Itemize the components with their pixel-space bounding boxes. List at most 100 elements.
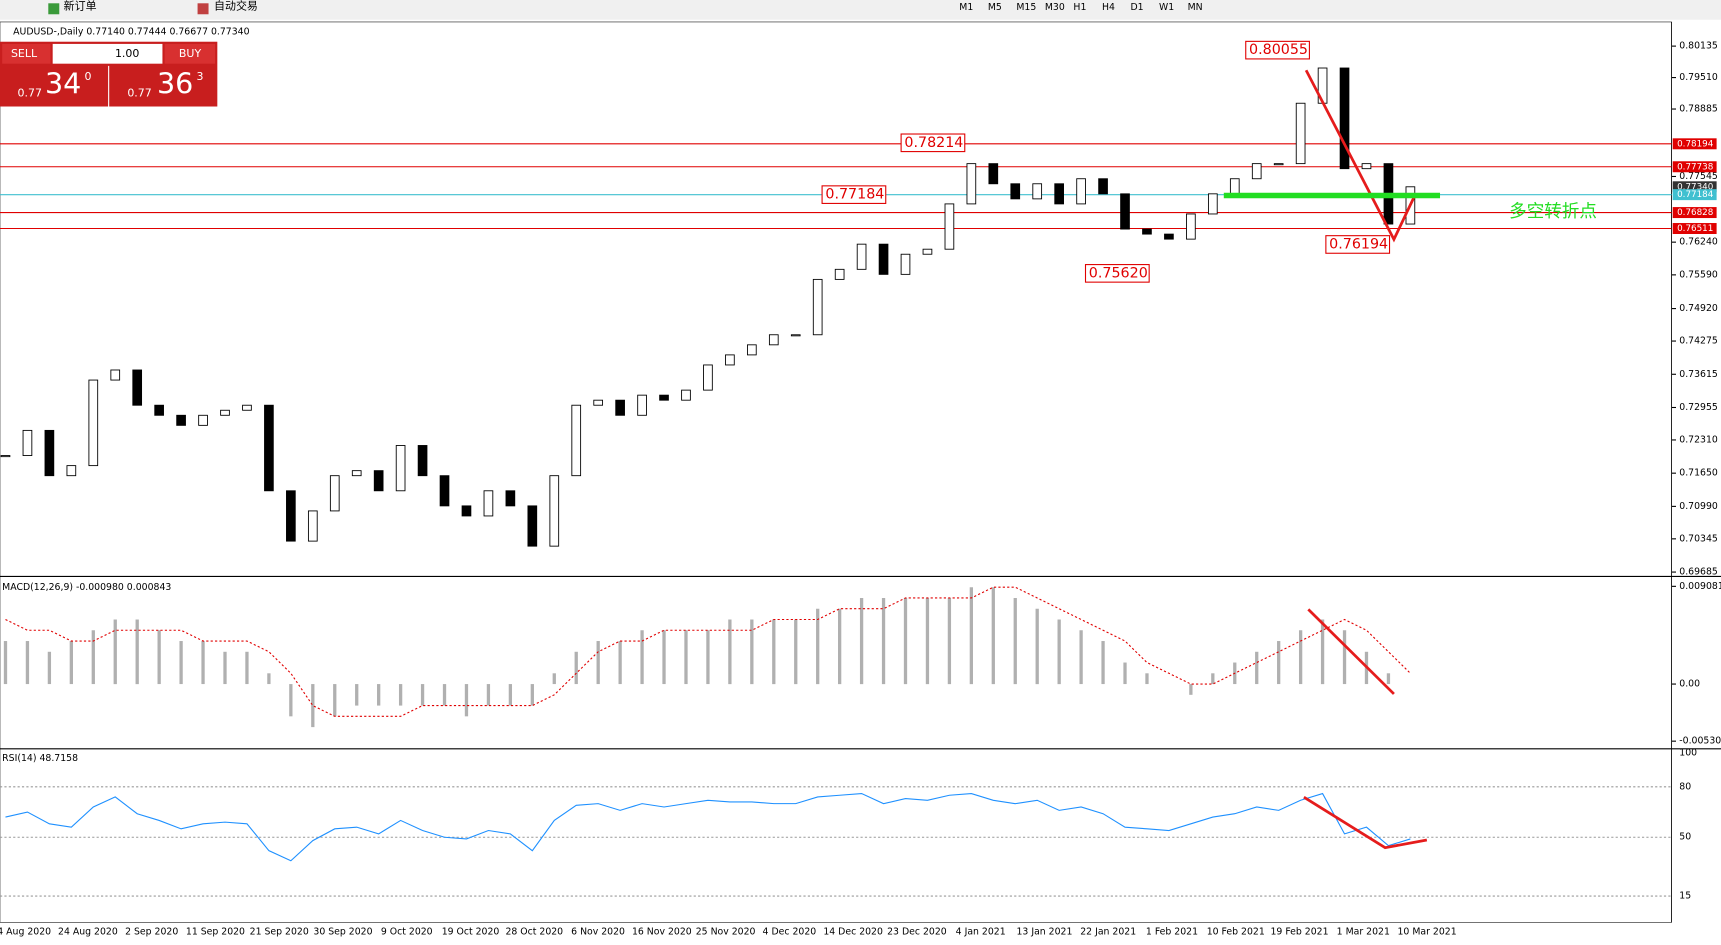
price-annotation-box bbox=[821, 185, 887, 204]
auto-trading[interactable]: 自动交易 bbox=[214, 0, 258, 13]
y-tick-label: 0.70990 bbox=[1679, 501, 1718, 512]
timeframe[interactable]: M1 bbox=[959, 2, 973, 13]
candle bbox=[966, 163, 977, 205]
candle bbox=[1032, 183, 1043, 200]
buy-price-big[interactable]: 0.77 bbox=[127, 86, 151, 99]
price-annotation: 0.75620 bbox=[1089, 265, 1148, 281]
candle bbox=[834, 268, 845, 280]
y-tick-label: -0.005306 bbox=[1679, 736, 1721, 747]
candle bbox=[1186, 213, 1196, 240]
y-tick-label: 15 bbox=[1679, 891, 1691, 902]
date-label: 21 Sep 2020 bbox=[250, 927, 309, 938]
level-label: 0.76511 bbox=[1677, 224, 1713, 234]
timeframe[interactable]: H4 bbox=[1102, 2, 1115, 13]
buy-label[interactable]: BUY bbox=[179, 47, 202, 60]
y-tick-label: 0.72955 bbox=[1679, 402, 1718, 413]
y-tick-label: 0.80135 bbox=[1679, 41, 1718, 52]
date-label: 19 Feb 2021 bbox=[1271, 927, 1329, 938]
symbol-header: AUDUSD-,Daily 0.77140 0.77444 0.76677 0.… bbox=[13, 26, 249, 37]
candle bbox=[242, 404, 252, 411]
lot-input[interactable] bbox=[52, 43, 163, 64]
candle bbox=[812, 278, 823, 336]
candle bbox=[88, 379, 99, 467]
date-label: 25 Nov 2020 bbox=[696, 927, 756, 938]
candle bbox=[44, 429, 55, 477]
candle bbox=[154, 404, 164, 416]
buy-price-frac[interactable]: 3 bbox=[196, 70, 203, 83]
timeframe[interactable]: MN bbox=[1188, 2, 1203, 13]
date-label: 4 Dec 2020 bbox=[763, 927, 817, 938]
candle bbox=[132, 369, 143, 406]
date-label: 1 Feb 2021 bbox=[1146, 927, 1198, 938]
candle bbox=[681, 389, 691, 401]
sell-price-frac[interactable]: 0 bbox=[85, 70, 92, 83]
timeframe[interactable]: H1 bbox=[1073, 2, 1086, 13]
candle bbox=[395, 445, 406, 492]
sell-price-pips[interactable]: 34 bbox=[45, 68, 81, 101]
candle bbox=[176, 414, 186, 426]
candle bbox=[66, 465, 77, 477]
level-tag bbox=[1672, 181, 1717, 193]
candle bbox=[790, 334, 801, 337]
candle bbox=[1010, 183, 1021, 200]
y-tick-label: 0.72310 bbox=[1679, 434, 1718, 445]
y-tick-label: 80 bbox=[1679, 781, 1691, 792]
level-tag bbox=[1672, 223, 1717, 235]
candle bbox=[1361, 163, 1372, 170]
level-tag bbox=[1672, 138, 1717, 150]
candle bbox=[1120, 193, 1130, 230]
y-tick-label: 0.79510 bbox=[1679, 72, 1718, 83]
candle bbox=[0, 455, 11, 458]
sell-label[interactable]: SELL bbox=[11, 47, 38, 60]
level-label: 0.76828 bbox=[1677, 208, 1713, 218]
pivot-note: 多空转折点 bbox=[1509, 202, 1597, 222]
auto-trading-icon[interactable] bbox=[197, 3, 209, 15]
candle bbox=[373, 470, 384, 492]
sell-button[interactable] bbox=[2, 43, 51, 64]
candle bbox=[351, 470, 362, 477]
sell-price-big[interactable]: 0.77 bbox=[18, 86, 42, 99]
candle bbox=[110, 369, 121, 381]
timeframe[interactable]: M5 bbox=[988, 2, 1002, 13]
candle bbox=[483, 490, 494, 517]
date-label: 10 Feb 2021 bbox=[1207, 927, 1265, 938]
candle bbox=[637, 394, 647, 416]
timeframe[interactable]: M30 bbox=[1045, 2, 1065, 13]
trade-panel: SELL 1.00 BUY 0.77 34 0 0.77 36 3 bbox=[0, 41, 218, 107]
candle bbox=[264, 404, 274, 492]
candle bbox=[725, 354, 735, 366]
new-order-icon[interactable] bbox=[48, 3, 60, 15]
timeframe[interactable]: D1 bbox=[1131, 2, 1144, 13]
macd-arrow bbox=[1307, 608, 1395, 695]
candle bbox=[878, 243, 889, 275]
price-annotation: 0.78214 bbox=[904, 135, 963, 151]
lot-value[interactable]: 1.00 bbox=[115, 47, 139, 60]
buy-price-pips[interactable]: 36 bbox=[157, 68, 193, 101]
candle bbox=[571, 404, 582, 477]
new-order[interactable]: 新订单 bbox=[64, 0, 97, 13]
date-label: 24 Aug 2020 bbox=[58, 927, 118, 938]
candle bbox=[527, 505, 538, 547]
candle bbox=[417, 445, 428, 477]
timeframe[interactable]: M15 bbox=[1016, 2, 1036, 13]
candle bbox=[1076, 178, 1086, 205]
date-label: 13 Jan 2021 bbox=[1016, 927, 1072, 938]
candle bbox=[22, 429, 33, 456]
date-label: 22 Jan 2021 bbox=[1080, 927, 1136, 938]
level-label: 0.77340 bbox=[1677, 182, 1713, 192]
price-annotation: 0.76194 bbox=[1329, 236, 1388, 252]
y-tick-label: 0.73615 bbox=[1679, 369, 1718, 380]
date-label: 9 Oct 2020 bbox=[381, 927, 433, 938]
y-tick-label: 0.74920 bbox=[1679, 303, 1718, 314]
price-annotation-box bbox=[900, 133, 966, 153]
arrows bbox=[1303, 69, 1428, 850]
price-annotation: 0.77184 bbox=[825, 187, 884, 203]
timeframe[interactable]: W1 bbox=[1159, 2, 1174, 13]
y-tick-label: 0.75590 bbox=[1679, 269, 1718, 280]
y-tick-label: 0.71650 bbox=[1679, 468, 1718, 479]
buy-button[interactable] bbox=[164, 43, 216, 64]
y-tick-label: 50 bbox=[1679, 832, 1691, 843]
candle bbox=[220, 409, 230, 416]
macd-signal bbox=[5, 586, 1411, 717]
candle bbox=[1142, 228, 1152, 235]
